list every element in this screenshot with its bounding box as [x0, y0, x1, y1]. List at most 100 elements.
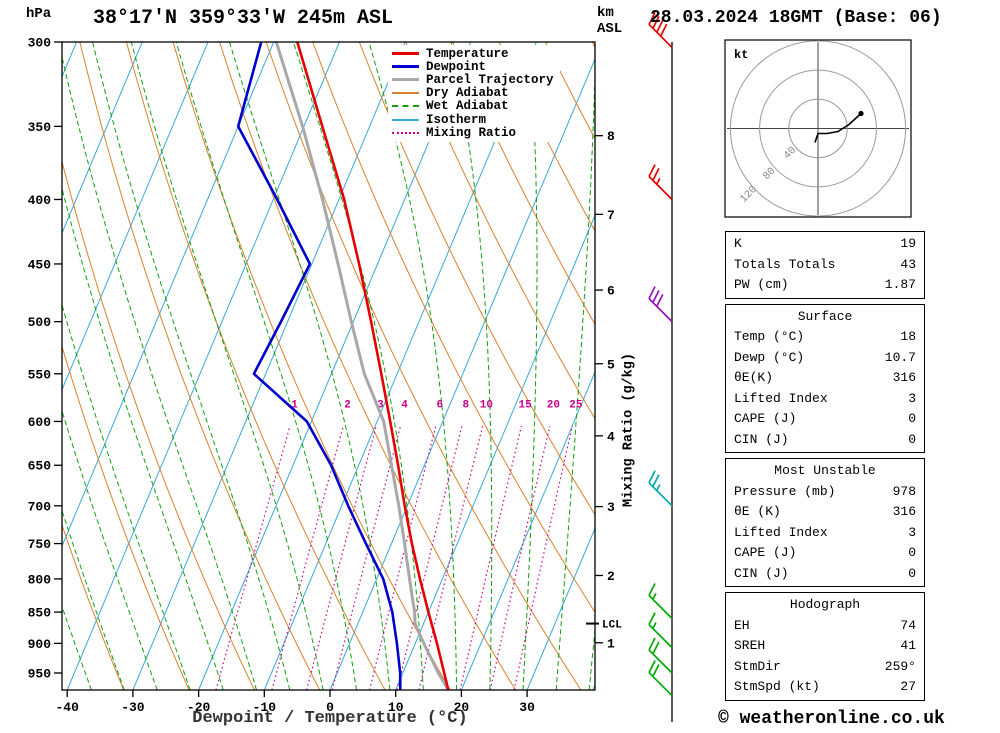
isotherm-lines: [62, 42, 595, 690]
x-axis-label: Dewpoint / Temperature (°C): [192, 709, 468, 728]
wind-barb: [648, 660, 673, 697]
table-section-hodograph: Hodograph EH 74 SREH 41 StmDir 259° StmSpd (kt)…: [725, 592, 925, 701]
table-row-label: θE (K): [734, 504, 781, 519]
legend-item-mixing-ratio: Mixing Ratio: [392, 125, 554, 140]
table-row-value: 316: [892, 504, 916, 519]
table-row: EH 74: [734, 616, 916, 637]
table-row-value: 19: [900, 236, 916, 251]
legend-label: Dry Adiabat: [426, 86, 509, 101]
wind-barb: [648, 470, 673, 507]
chart-legend: Temperature Dewpoint Parcel Trajectory Dry …: [388, 45, 560, 143]
table-row-value: 74: [900, 617, 916, 633]
legend-label: Temperature: [426, 46, 509, 61]
altitude-axis-unit-asl: ASL: [597, 21, 623, 37]
km-tick-label: 8: [607, 129, 615, 144]
table-row: StmDir 259°: [734, 657, 916, 678]
legend-label: Parcel Trajectory: [426, 72, 554, 87]
temperature-tick-label: -10: [253, 700, 277, 715]
pressure-tick-label: 750: [28, 537, 52, 552]
table-row-label: PW (cm): [734, 277, 789, 292]
station-title: 38°17'N 359°33'W 245m ASL: [93, 7, 394, 30]
table-row-value: 10.7: [884, 349, 916, 365]
table-row: CIN (J) 0: [734, 430, 916, 451]
mixing-ratio-value-label: 4: [401, 399, 408, 411]
table-section-title: Hodograph: [789, 597, 861, 612]
table-section-surface: Surface Temp (°C) 18 Dewp (°C) 10.7 θE(K) 316 L…: [725, 303, 925, 453]
hodograph-trace: [814, 112, 862, 143]
table-row-value: 0: [908, 431, 916, 447]
legend-line-sample: [392, 92, 419, 95]
table-row-value: 27: [900, 679, 916, 694]
table-row: CAPE (J) 0: [734, 543, 916, 564]
legend-line-sample: [392, 105, 419, 108]
km-tick-label: 7: [607, 208, 615, 223]
table-row-label: StmDir: [734, 658, 781, 674]
mixing-ratio-value-label: 1: [291, 399, 298, 411]
table-row: Totals Totals 43: [734, 255, 916, 276]
legend-line-sample: [392, 131, 419, 134]
wind-barb: [648, 12, 673, 49]
temperature-tick-label: -40: [55, 700, 79, 715]
dewpoint-curve: [236, 42, 402, 690]
table-row-label: K: [734, 236, 742, 251]
wind-barb: [648, 612, 673, 649]
legend-line-sample: [392, 118, 419, 121]
profile-curves: [236, 42, 450, 690]
temperature-tick-label: -30: [121, 700, 145, 715]
wet-adiabat-lines: [62, 42, 595, 690]
legend-line-sample: [392, 65, 419, 69]
wind-barb: [648, 583, 673, 620]
mixing-ratio-value-label: 8: [462, 399, 469, 411]
table-row: Temp (°C) 18: [734, 327, 916, 348]
table-row: K 19: [734, 234, 916, 255]
mixing-ratio-value-label: 15: [518, 399, 532, 411]
axes-and-ticks: 3003504004505005506006507007508008509009…: [28, 36, 623, 716]
wind-barb: [648, 286, 673, 323]
legend-line-sample: [392, 78, 419, 82]
legend-label: Isotherm: [426, 112, 487, 127]
legend-label: Wet Adiabat: [426, 99, 509, 114]
legend-item-temperature: Temperature: [392, 46, 554, 61]
legend-label: Mixing Ratio: [426, 125, 517, 140]
temperature-tick-label: -20: [187, 700, 211, 715]
pressure-tick-label: 350: [28, 120, 52, 135]
legend-item-parcel-trajectory: Parcel Trajectory: [392, 72, 554, 87]
temperature-tick-label: 0: [326, 700, 334, 715]
pressure-tick-label: 300: [28, 36, 52, 51]
table-section-title: Surface: [797, 308, 853, 324]
run-datetime: 28.03.2024 18GMT (Base: 06): [650, 8, 942, 28]
pressure-tick-label: 850: [28, 606, 52, 621]
pressure-tick-label: 950: [28, 666, 52, 681]
legend-item-wet-adiabat: Wet Adiabat: [392, 99, 554, 114]
table-row: PW (cm) 1.87: [734, 275, 916, 296]
sounding-indices-table: K 19 Totals Totals 43 PW (cm) 1.87 Surface Temp…: [725, 231, 925, 706]
table-row: Dewp (°C) 10.7: [734, 348, 916, 369]
temperature-curve: [296, 42, 450, 690]
mixing-ratio-value-label: 10: [480, 399, 493, 411]
lcl-label: LCL: [602, 620, 622, 632]
pressure-tick-label: 700: [28, 499, 52, 514]
mixing-ratio-value-label: 2: [344, 399, 351, 411]
table-row-label: CIN (J): [734, 431, 789, 447]
table-section-indices: K 19 Totals Totals 43 PW (cm) 1.87: [725, 231, 925, 299]
table-section-title: Most Unstable: [774, 463, 876, 478]
table-row: CAPE (J) 0: [734, 409, 916, 430]
table-row-label: EH: [734, 617, 750, 633]
table-row: CIN (J) 0: [734, 564, 916, 585]
pressure-tick-label: 800: [28, 572, 52, 587]
wind-barb: [648, 637, 673, 674]
legend-line-sample: [392, 52, 419, 56]
table-row-label: Lifted Index: [734, 524, 828, 540]
pressure-axis-unit: hPa: [26, 6, 52, 22]
pressure-tick-label: 900: [28, 637, 52, 652]
table-row: θE (K) 316: [734, 502, 916, 523]
table-row: Pressure (mb) 978: [734, 482, 916, 503]
table-row: θE(K) 316: [734, 368, 916, 389]
pressure-tick-label: 400: [28, 193, 52, 208]
mixing-ratio-axis-label: Mixing Ratio (g/kg): [621, 353, 637, 507]
legend-item-isotherm: Isotherm: [392, 112, 554, 127]
altitude-axis-unit-km: km: [597, 5, 614, 21]
table-row-label: CAPE (J): [734, 411, 797, 426]
